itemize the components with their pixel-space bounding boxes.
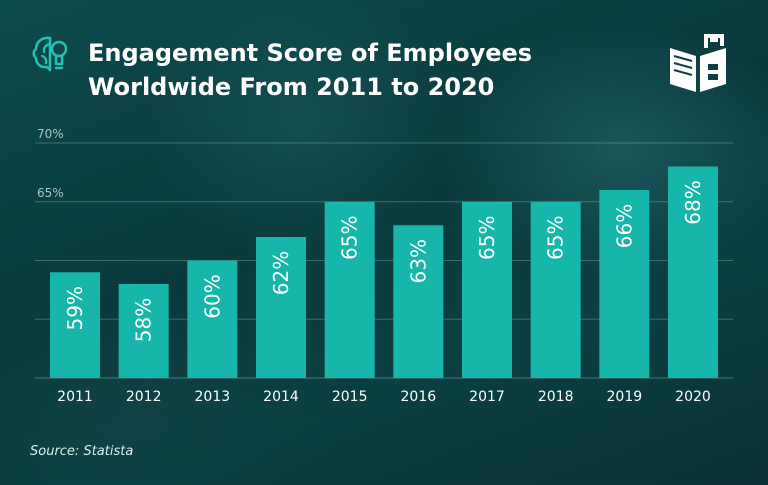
bar-2013 (187, 260, 238, 378)
bar-2011 (50, 272, 100, 378)
x-tick-label: 2013 (195, 389, 231, 405)
bar-2018 (530, 201, 581, 378)
data-label: 63% (406, 239, 430, 283)
bar-2017 (462, 201, 512, 378)
title-line-1: Engagement Score of Employees (88, 39, 533, 67)
data-label: 66% (612, 204, 636, 248)
bar-2020 (668, 166, 718, 378)
y-tick-label: 65% (37, 186, 64, 200)
bar-2012 (118, 284, 169, 378)
data-label: 59% (63, 286, 87, 330)
x-tick-label: 2017 (469, 389, 505, 405)
bar-2019 (599, 190, 650, 378)
x-tick-label: 2014 (263, 389, 299, 405)
x-tick-label: 2020 (675, 389, 711, 405)
y-tick-label: 70% (37, 127, 64, 141)
data-label: 65% (544, 216, 568, 260)
data-label: 65% (475, 216, 499, 260)
x-tick-label: 2012 (126, 389, 162, 405)
data-label: 65% (338, 216, 362, 260)
data-label: 58% (132, 298, 156, 342)
chart-title: Engagement Score of Employees Worldwide … (88, 36, 648, 104)
data-label: 68% (681, 180, 705, 224)
x-tick-label: 2018 (538, 389, 574, 405)
data-label: 62% (269, 251, 293, 295)
bar-2016 (393, 225, 444, 378)
x-tick-label: 2011 (57, 389, 93, 405)
x-tick-label: 2019 (607, 389, 643, 405)
title-line-2: Worldwide From 2011 to 2020 (88, 73, 495, 101)
source-note: Source: Statista (30, 444, 134, 459)
data-label: 60% (200, 274, 224, 318)
bar-2015 (324, 201, 375, 378)
book-building-icon (670, 34, 726, 92)
x-tick-label: 2015 (332, 389, 368, 405)
brain-icon (32, 36, 68, 72)
bar-2014 (256, 237, 306, 378)
x-tick-label: 2016 (401, 389, 437, 405)
